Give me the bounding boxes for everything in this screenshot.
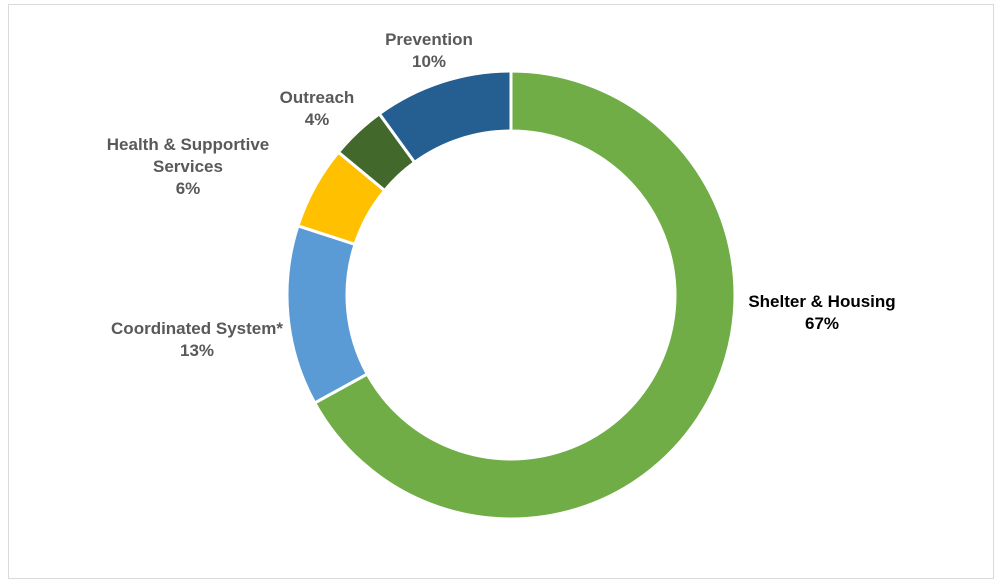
label-percent: 6% xyxy=(176,179,201,198)
label-coordinated-system: Coordinated System* 13% xyxy=(111,319,283,360)
slice-prevention xyxy=(377,69,513,165)
label-name-line: Outreach xyxy=(280,88,355,107)
label-name-line: Coordinated System* xyxy=(111,319,283,338)
label-percent: 10% xyxy=(412,52,446,71)
label-name-line: Health & Supportive xyxy=(107,135,269,154)
label-percent: 67% xyxy=(805,314,839,333)
label-name-line: Prevention xyxy=(385,30,473,49)
label-health-supportive-services: Health & Supportive Services 6% xyxy=(107,135,269,198)
slice-coordinated-system xyxy=(285,223,370,405)
label-name-line: Shelter & Housing xyxy=(748,292,895,311)
slice-labels: Shelter & Housing 67% Coordinated System* 1… xyxy=(107,30,896,360)
label-percent: 4% xyxy=(305,110,330,129)
label-shelter-housing: Shelter & Housing 67% xyxy=(748,292,895,333)
donut-slices xyxy=(285,69,737,521)
label-percent: 13% xyxy=(180,341,214,360)
label-name-line: Services xyxy=(153,157,223,176)
label-prevention: Prevention 10% xyxy=(385,30,473,71)
slice-shelter-housing xyxy=(312,69,737,521)
label-outreach: Outreach 4% xyxy=(280,88,355,129)
